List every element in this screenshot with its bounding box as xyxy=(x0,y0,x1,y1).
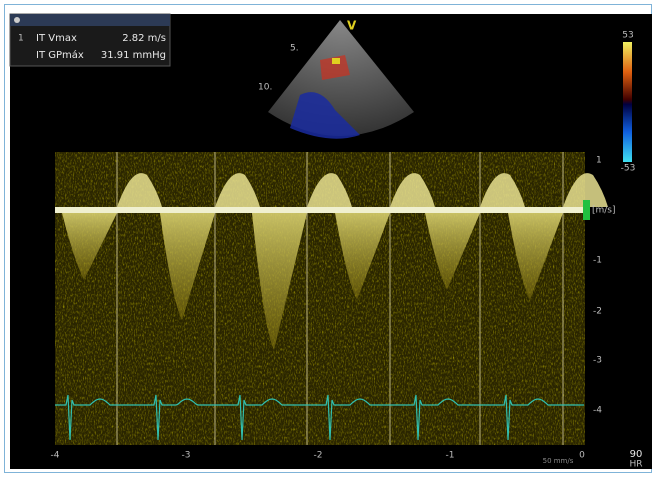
heart-rate-label: HR xyxy=(629,460,642,470)
time-label: -1 xyxy=(446,451,455,461)
time-label: 0 xyxy=(579,451,585,461)
time-label: -2 xyxy=(314,451,323,461)
ultrasound-screen: 1 IT Vmax 2.82 m/s IT GPmáx 31.91 mmHg V… xyxy=(0,0,656,477)
velocity-label: -3 xyxy=(593,356,602,366)
measurement-value: 31.91 mmHg xyxy=(101,50,166,61)
time-label: -4 xyxy=(51,451,60,461)
velocity-label: -4 xyxy=(593,406,602,416)
sample-gate xyxy=(332,58,340,64)
time-label: -3 xyxy=(182,451,191,461)
color-bar xyxy=(623,42,632,162)
depth-label: 10. xyxy=(258,83,272,93)
sweep-speed: 50 mm/s xyxy=(543,457,574,465)
color-min: -53 xyxy=(621,164,636,174)
velocity-label: -2 xyxy=(593,307,602,317)
baseline xyxy=(55,207,585,213)
measurement-label: IT GPmáx xyxy=(36,49,84,61)
orientation-marker: V xyxy=(347,19,357,33)
panel-header xyxy=(10,14,170,26)
heart-rate: 90 xyxy=(630,449,643,460)
depth-label: 5. xyxy=(290,44,299,54)
velocity-label: -1 xyxy=(593,256,602,266)
velocity-label: 1 xyxy=(596,156,602,166)
measurement-value: 2.82 m/s xyxy=(122,33,166,44)
header-icon xyxy=(14,17,20,23)
baseline-marker xyxy=(583,200,590,220)
velocity-unit: [m/s] xyxy=(592,206,616,216)
measurement-label: IT Vmax xyxy=(36,33,77,44)
measurement-index: 1 xyxy=(18,34,24,44)
measurement-box: 1 IT Vmax 2.82 m/s IT GPmáx 31.91 mmHg xyxy=(10,14,170,66)
color-max: 53 xyxy=(622,31,633,41)
